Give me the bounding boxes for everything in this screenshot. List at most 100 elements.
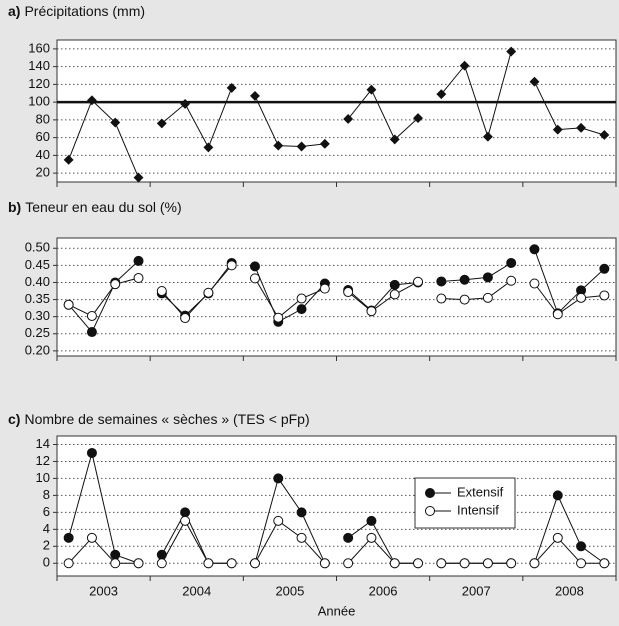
- point: [86, 327, 97, 338]
- y-tick-label: 140: [28, 58, 50, 73]
- line: [534, 537, 605, 564]
- point: [86, 532, 97, 543]
- point: [226, 260, 237, 271]
- y-tick-label: 4: [43, 521, 50, 536]
- panel-title: a) Précipitations (mm): [8, 3, 145, 19]
- point: [599, 558, 610, 569]
- line: [347, 281, 419, 312]
- legend-marker: [425, 488, 435, 498]
- point: [133, 558, 144, 569]
- point: [296, 293, 307, 304]
- point: [506, 275, 517, 286]
- point: [156, 558, 167, 569]
- y-tick-label: 0.35: [25, 291, 50, 306]
- point: [63, 532, 74, 543]
- legend-label: Intensif: [457, 502, 499, 517]
- point: [133, 172, 144, 183]
- point: [389, 134, 400, 145]
- y-tick-label: 40: [36, 147, 50, 162]
- point: [482, 558, 493, 569]
- point: [273, 515, 284, 526]
- line: [347, 88, 419, 141]
- y-tick-label: 100: [28, 94, 50, 109]
- point: [459, 558, 470, 569]
- line: [254, 477, 326, 564]
- point: [63, 299, 74, 310]
- point: [366, 306, 377, 317]
- point: [436, 276, 447, 287]
- legend-marker: [425, 506, 435, 516]
- y-tick-label: 160: [28, 40, 50, 55]
- point: [459, 274, 470, 285]
- point: [250, 90, 260, 101]
- panel-label: b): [8, 199, 21, 215]
- x-axis-label: Année: [318, 603, 356, 618]
- point: [529, 244, 540, 255]
- legend: [414, 477, 516, 529]
- y-tick-label: 0.20: [25, 342, 50, 357]
- point: [273, 140, 284, 151]
- point: [599, 130, 610, 140]
- point: [343, 558, 354, 569]
- point: [413, 276, 424, 287]
- point: [343, 532, 354, 543]
- line: [161, 519, 232, 564]
- plot-area: [56, 435, 617, 577]
- line: [441, 280, 512, 301]
- y-tick-label: 8: [43, 487, 50, 502]
- point: [529, 278, 540, 289]
- point: [226, 558, 237, 569]
- point: [319, 138, 330, 149]
- y-tick-label: 60: [36, 129, 50, 144]
- point: [389, 558, 400, 569]
- point: [576, 558, 587, 569]
- line: [534, 494, 605, 564]
- panel-label: c): [8, 411, 20, 427]
- point: [203, 287, 214, 298]
- y-tick-label: 20: [36, 165, 50, 180]
- line: [68, 277, 139, 317]
- point: [63, 154, 74, 165]
- point: [180, 98, 191, 109]
- x-tick-label: 2003: [89, 583, 118, 598]
- panel-title-text: Teneur en eau du sol (%): [25, 199, 181, 215]
- point: [273, 473, 284, 484]
- point: [249, 261, 260, 272]
- point: [436, 558, 447, 569]
- y-tick-label: 14: [36, 436, 50, 451]
- panel-title: c) Nombre de semaines « sèches » (TES < p…: [8, 411, 310, 427]
- point: [296, 507, 307, 518]
- point: [552, 309, 563, 320]
- y-tick-label: 0.40: [25, 274, 50, 289]
- point: [86, 95, 97, 106]
- point: [180, 515, 191, 526]
- line: [534, 249, 605, 315]
- plot-area: [56, 39, 617, 183]
- x-tick-label: 2007: [462, 583, 491, 598]
- point: [552, 490, 563, 501]
- point: [436, 293, 447, 304]
- line: [254, 95, 325, 148]
- point: [110, 117, 121, 128]
- point: [156, 118, 167, 129]
- x-tick-label: 2004: [182, 583, 211, 598]
- x-tick-label: 2005: [275, 583, 304, 598]
- point: [459, 294, 470, 305]
- panel-label: a): [8, 3, 20, 19]
- line: [68, 99, 139, 178]
- point: [599, 290, 610, 301]
- point: [296, 532, 307, 543]
- point: [249, 273, 260, 284]
- point: [63, 558, 74, 569]
- point: [133, 255, 144, 266]
- y-tick-label: 120: [28, 76, 50, 91]
- point: [180, 313, 191, 324]
- y-tick-label: 12: [36, 453, 50, 468]
- point: [389, 279, 400, 290]
- point: [576, 292, 587, 303]
- y-tick-label: 10: [36, 470, 50, 485]
- line: [68, 260, 139, 333]
- point: [110, 279, 121, 290]
- point: [319, 283, 330, 294]
